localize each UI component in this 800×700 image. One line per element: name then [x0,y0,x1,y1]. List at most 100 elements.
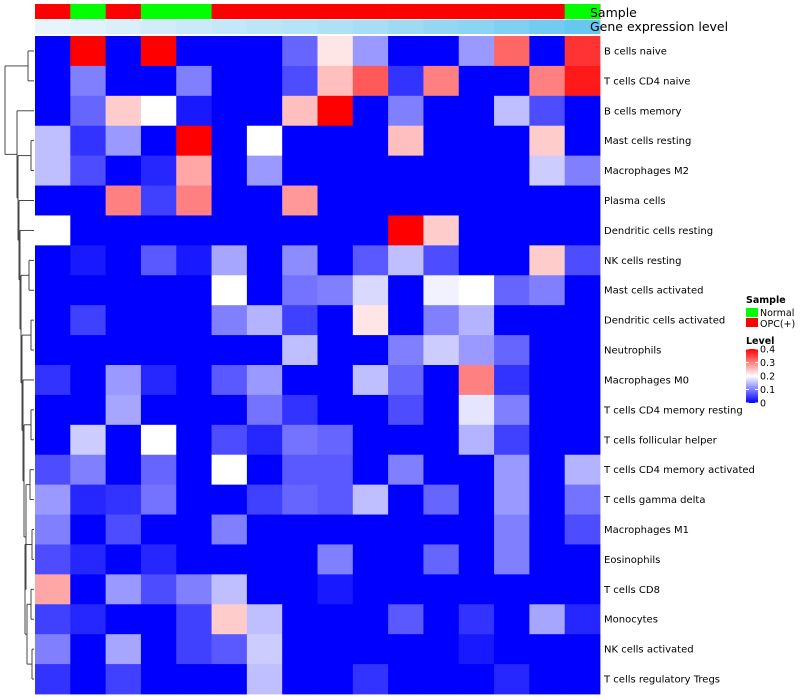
heatmap-cell [70,664,107,695]
heatmap-cell [211,215,248,246]
heatmap-cell [246,125,283,157]
heatmap-cell [70,514,107,545]
heatmap-cell [494,185,530,216]
heatmap-cell [423,484,460,515]
heatmap-cell [388,484,424,515]
heatmap-cell [423,454,460,486]
heatmap-cell [352,95,389,127]
heatmap-cell [176,155,212,186]
legend-swatch-normal [746,308,758,317]
heatmap-cell [564,514,601,545]
heatmap-cell [494,36,530,67]
row-label: Neutrophils [604,346,661,357]
heatmap-cell [529,365,566,396]
heatmap-cell [246,335,283,366]
heatmap-cell [564,155,601,186]
sample-annotation-cell [494,4,530,19]
heatmap-cell [211,155,248,186]
heatmap-cell [352,484,389,515]
heatmap-cell [140,454,177,486]
legend-label-normal: Normal [760,308,794,319]
heatmap-cell [388,155,424,186]
expression-annotation-cell [176,20,212,34]
heatmap-cell [140,155,177,186]
expression-annotation-cell [494,20,530,34]
heatmap-cell [317,365,354,396]
heatmap-cell [458,424,495,456]
heatmap-cell [70,335,107,366]
heatmap-cell [564,424,601,456]
expression-annotation-cell [105,20,142,34]
row-label: NK cells activated [604,645,694,656]
heatmap-cell [529,514,566,545]
heatmap-cell [35,604,71,635]
heatmap-cell [282,394,318,426]
heatmap-cell [211,604,248,635]
heatmap-cell [388,36,424,67]
heatmap-cell [246,544,283,575]
heatmap-cell [282,125,318,157]
heatmap-cell [388,664,424,695]
legend: Sample Normal OPC(+) Level 0.4 0.3 0.2 0.1 0 [746,295,795,410]
heatmap-cell [246,185,283,216]
heatmap-cell [564,65,601,97]
heatmap-cell [317,245,354,276]
heatmap-cell [140,185,177,216]
heatmap-cell [529,36,566,67]
heatmap-cell [176,65,212,97]
heatmap-cells [35,36,601,695]
heatmap-cell [140,215,177,246]
row-label: Monocytes [604,615,658,626]
heatmap-cell [282,335,318,366]
heatmap-cell [282,65,318,97]
heatmap-cell [105,454,142,486]
heatmap-cell [494,275,530,306]
heatmap-cell [317,664,354,695]
heatmap-cell [140,484,177,515]
row-label: Dendritic cells activated [604,316,725,327]
heatmap-cell [70,36,107,67]
heatmap-cell [352,305,389,336]
row-label: T cells CD4 memory activated [603,465,755,476]
heatmap-cell [529,245,566,276]
heatmap-cell [176,544,212,575]
heatmap-cell [282,544,318,575]
heatmap-cell [564,305,601,336]
heatmap-cell [317,215,354,246]
heatmap-cell [70,185,107,216]
heatmap-cell [388,454,424,486]
heatmap-cell [458,65,495,97]
heatmap-cell [211,514,248,545]
expression-annotation-cell [35,20,71,34]
heatmap-cell [246,365,283,396]
sample-annotation-cell [176,4,212,19]
heatmap-cell [352,604,389,635]
heatmap-cell [105,125,142,157]
heatmap-cell [105,544,142,575]
heatmap-cell [70,305,107,336]
heatmap-cell [388,365,424,396]
sample-annotation-bar [35,4,601,19]
heatmap-cell [246,215,283,246]
heatmap-cell [423,65,460,97]
heatmap-cell [105,275,142,306]
heatmap-cell [35,634,71,665]
heatmap-cell [246,394,283,426]
heatmap-cell [317,125,354,157]
heatmap-cell [70,365,107,396]
heatmap-cell [458,664,495,695]
heatmap-cell [211,574,248,605]
heatmap-cell [494,335,530,366]
heatmap-cell [494,514,530,545]
heatmap-cell [529,664,566,695]
heatmap-cell [388,275,424,306]
sample-annotation-cell [388,4,424,19]
heatmap-cell [70,95,107,127]
heatmap-cell [529,305,566,336]
heatmap-cell [105,394,142,426]
heatmap-cell [70,544,107,575]
row-label: NK cells resting [604,256,681,267]
heatmap-cell [176,604,212,635]
heatmap-cell [352,664,389,695]
heatmap-cell [352,335,389,366]
